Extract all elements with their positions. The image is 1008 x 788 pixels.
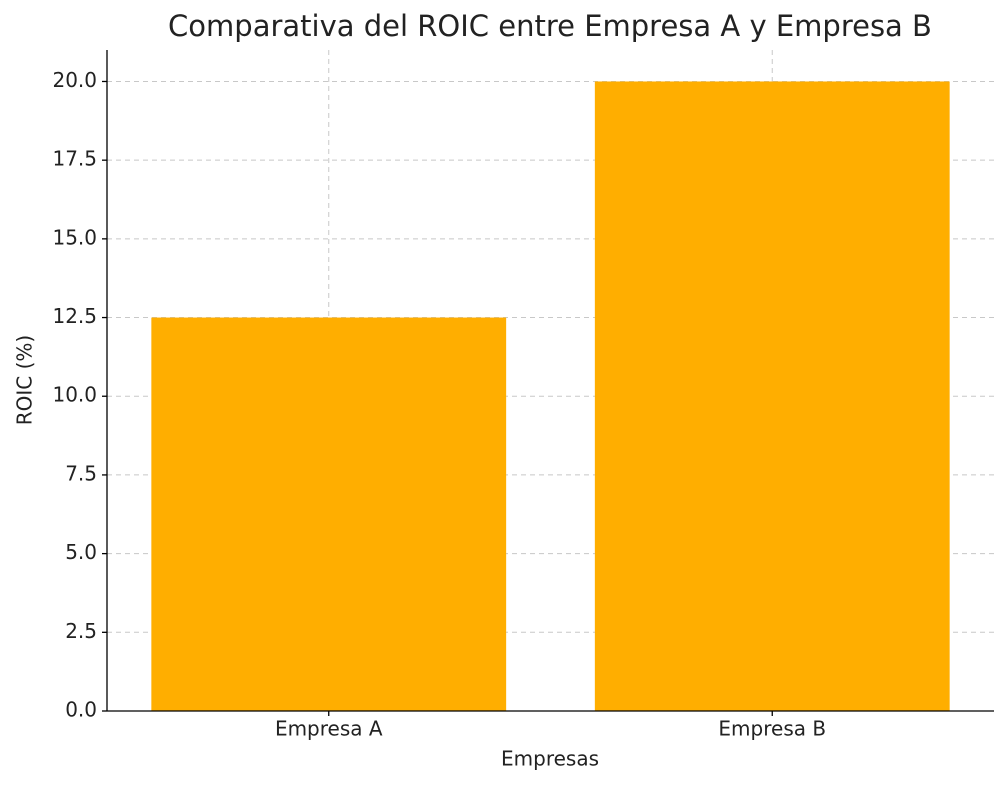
y-tick-label: 2.5	[65, 619, 97, 643]
y-tick-label: 17.5	[52, 147, 97, 171]
y-tick-label: 5.0	[65, 540, 97, 564]
x-tick-label: Empresa A	[275, 717, 383, 741]
chart-title: Comparativa del ROIC entre Empresa A y E…	[168, 9, 932, 43]
y-tick-label: 12.5	[52, 304, 97, 328]
x-axis-label: Empresas	[501, 747, 599, 771]
y-tick-label: 0.0	[65, 698, 97, 722]
y-tick-label: 15.0	[52, 225, 97, 249]
y-axis-label: ROIC (%)	[13, 335, 37, 425]
y-tick-label: 10.0	[52, 383, 97, 407]
x-tick-label: Empresa B	[718, 717, 826, 741]
y-tick-label: 20.0	[52, 68, 97, 92]
bar	[594, 81, 950, 711]
bar	[151, 317, 507, 711]
y-tick-label: 7.5	[65, 461, 97, 485]
